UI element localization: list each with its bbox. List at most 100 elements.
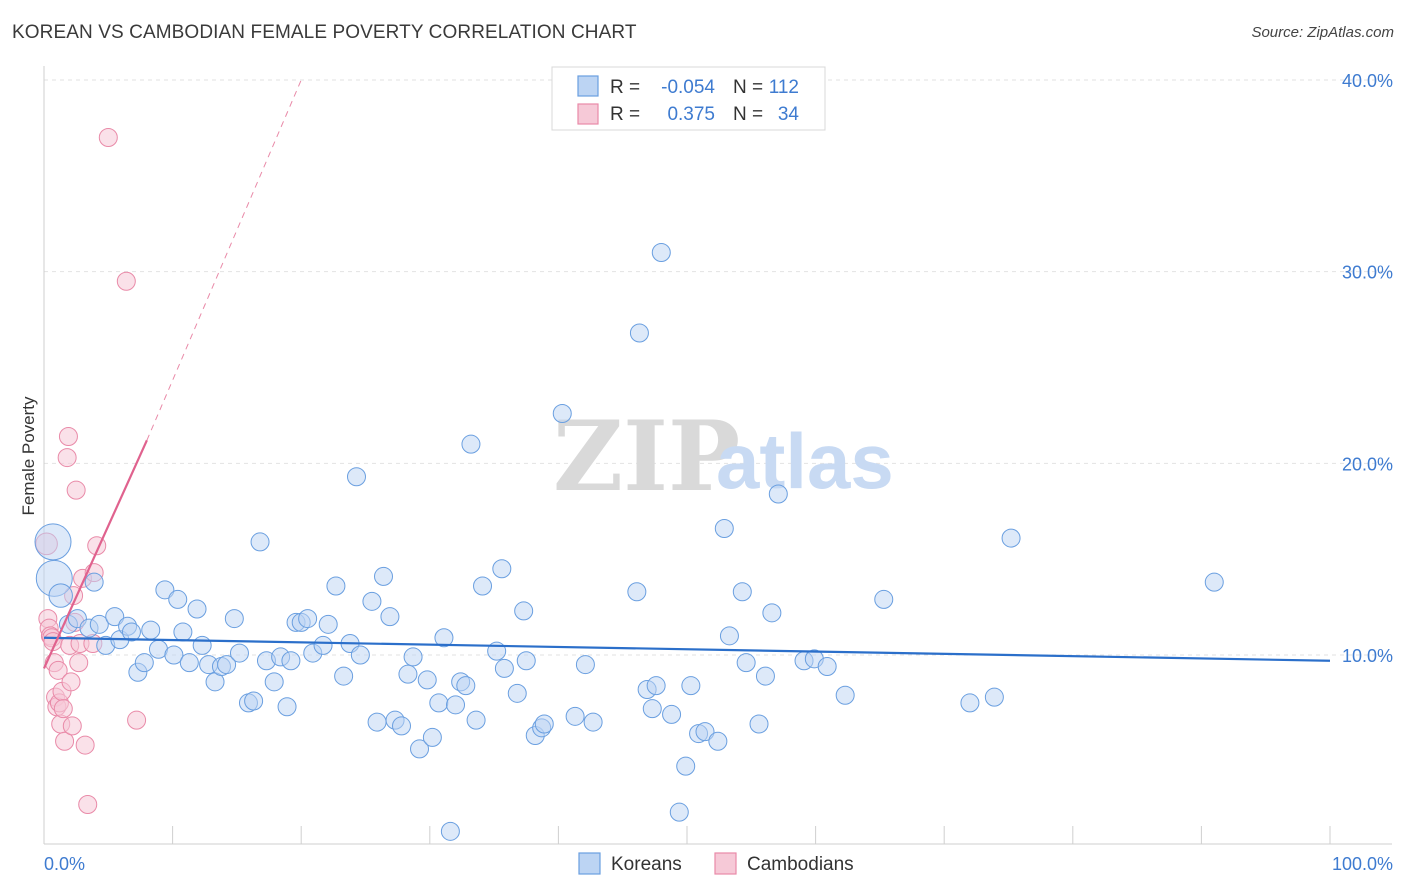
korean-point: [446, 695, 466, 715]
korean-point: [277, 697, 297, 717]
legend-swatch-koreans: [577, 75, 599, 97]
y-tick-label: 20.0%: [1342, 454, 1393, 474]
korean-point: [362, 591, 382, 611]
korean-point: [105, 607, 125, 627]
korean-point: [461, 434, 481, 454]
korean-point: [281, 651, 301, 671]
korean-point: [192, 635, 212, 655]
korean-point: [768, 484, 788, 504]
watermark-atlas: atlas: [716, 417, 894, 505]
korean-trend-line: [43, 636, 1331, 662]
korean-point: [736, 653, 756, 673]
korean-point: [334, 666, 354, 686]
korean-point: [179, 653, 199, 673]
legend-n-label-koreans: N =: [733, 77, 763, 98]
korean-point: [514, 601, 534, 621]
legend-n-value-koreans: 112: [769, 77, 799, 98]
y-tick-label: 30.0%: [1342, 263, 1393, 283]
korean-point: [217, 655, 237, 675]
korean-point: [755, 666, 775, 686]
korean-point: [250, 532, 270, 552]
trend-lines: [42, 79, 1331, 669]
korean-point: [708, 731, 728, 751]
korean-point: [318, 614, 338, 634]
korean-point: [380, 607, 400, 627]
korean-point: [168, 589, 188, 609]
korean-point: [817, 657, 837, 676]
correlation-legend: R = -0.054 N = 112 R = 0.375 N = 34: [551, 66, 826, 131]
cambodian-point: [48, 660, 68, 680]
korean-point: [516, 651, 536, 671]
korean-point: [298, 609, 318, 629]
korean-point: [507, 683, 527, 703]
legend-r-value-koreans: -0.054: [661, 77, 715, 98]
cambodian-point: [57, 448, 77, 468]
y-tick-label: 10.0%: [1342, 646, 1393, 666]
korean-point: [374, 566, 394, 586]
korean-point: [417, 670, 437, 690]
korean-point: [403, 647, 423, 667]
korean-point: [429, 693, 449, 713]
x-tick-label: 0.0%: [44, 854, 85, 874]
korean-point: [629, 323, 649, 343]
watermark-zip: ZIP: [553, 400, 740, 513]
korean-point: [422, 727, 442, 747]
korean-point: [646, 676, 666, 696]
bottom-label-cambodians: Cambodians: [747, 854, 854, 875]
korean-point: [173, 622, 193, 642]
korean-point: [749, 714, 769, 734]
bottom-label-koreans: Koreans: [611, 854, 682, 875]
korean-point: [1204, 572, 1224, 592]
korean-point: [492, 559, 512, 579]
korean-point: [187, 599, 207, 619]
korean-point: [669, 802, 689, 822]
korean-point: [264, 672, 284, 692]
korean-point: [583, 712, 603, 732]
korean-point: [244, 691, 264, 711]
cambodian-point: [78, 795, 98, 814]
korean-point: [134, 653, 154, 673]
korean-point: [456, 676, 476, 696]
korean-point: [681, 676, 701, 696]
axes: [43, 66, 1392, 845]
cambodian-trend-extension: [146, 79, 302, 441]
korean-point: [473, 576, 493, 596]
korean-point: [398, 664, 418, 684]
korean-point: [575, 655, 595, 675]
korean-point: [440, 821, 460, 841]
korean-point: [984, 687, 1004, 707]
korean-point: [552, 404, 572, 423]
korean-point: [835, 685, 855, 705]
cambodian-point: [116, 271, 136, 291]
korean-point: [960, 693, 980, 713]
chart-title: KOREAN VS CAMBODIAN FEMALE POVERTY CORRE…: [12, 22, 637, 43]
series-legend: Koreans Cambodians: [578, 852, 854, 875]
x-tick-labels: 0.0% 100.0%: [44, 854, 1393, 874]
korean-point: [466, 710, 486, 730]
korean-point: [410, 739, 430, 759]
cambodian-point: [53, 699, 73, 719]
legend-n-value-cambodians: 34: [778, 104, 800, 125]
korean-point: [84, 572, 104, 592]
cambodian-point: [55, 731, 75, 751]
cambodian-point: [69, 653, 89, 673]
cambodian-point: [98, 128, 118, 147]
cambodian-point: [127, 710, 147, 730]
y-axis-label: Female Poverty: [19, 396, 38, 516]
korean-point: [642, 699, 662, 719]
watermark: ZIP atlas: [553, 400, 894, 513]
korean-point: [695, 722, 715, 742]
korean-point: [732, 582, 752, 602]
korean-point: [346, 467, 366, 487]
korean-point: [534, 714, 554, 734]
bottom-swatch-cambodians: [714, 852, 737, 875]
cambodian-point: [58, 427, 78, 446]
korean-points: [34, 243, 1224, 841]
korean-point: [313, 635, 333, 655]
korean-point: [155, 580, 175, 600]
legend-r-value-cambodians: 0.375: [667, 104, 715, 125]
korean-point: [141, 620, 161, 640]
korean-point: [48, 583, 73, 608]
korean-point: [1001, 528, 1021, 548]
korean-point: [676, 756, 696, 776]
